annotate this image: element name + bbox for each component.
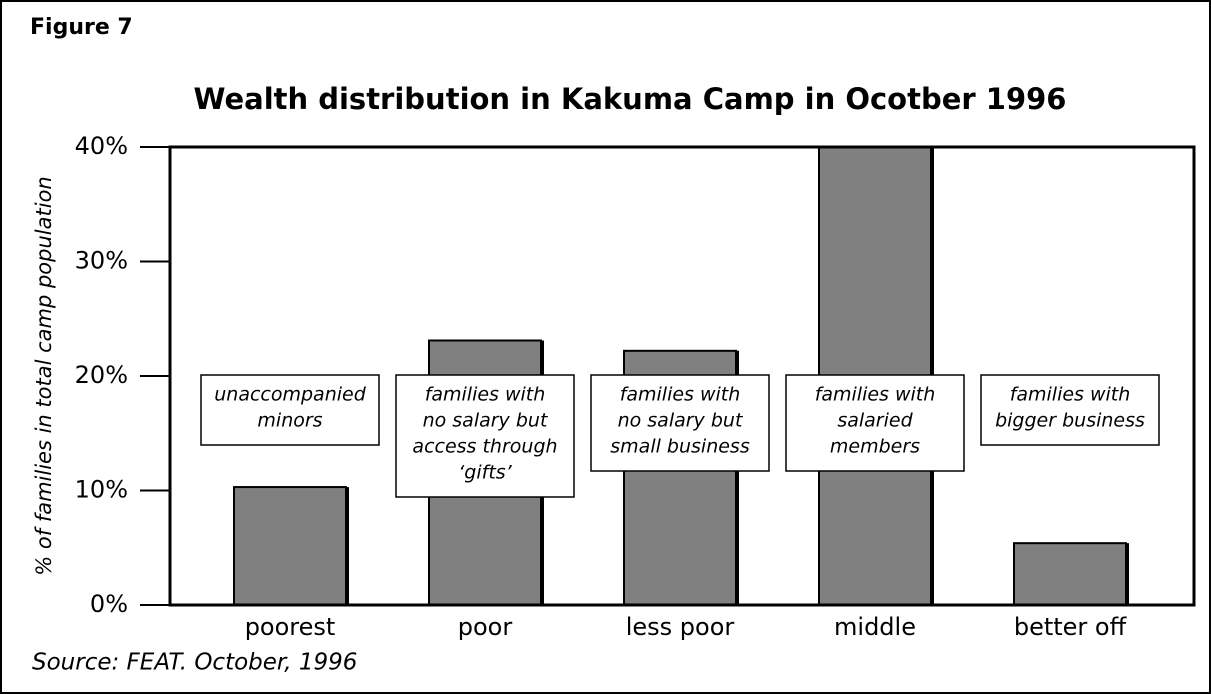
y-tick-label: 20% <box>75 361 128 389</box>
x-tick-label: less poor <box>626 613 735 641</box>
annotation-text: families with <box>1010 384 1131 406</box>
x-tick-label: poor <box>458 613 513 641</box>
source: Source: FEAT. October, 1996 <box>32 650 357 676</box>
annotation-box <box>200 374 380 446</box>
annotation-text: families with <box>620 384 741 406</box>
x-tick-label: poorest <box>245 613 336 641</box>
x-tick-label: better off <box>1014 613 1127 641</box>
figure-label: Figure 7 <box>30 15 133 40</box>
annotation-text: small business <box>610 436 750 458</box>
annotation-box <box>980 374 1160 446</box>
y-axis-label: % of families in total camp population <box>32 176 56 575</box>
y-tick-label: 0% <box>90 590 128 618</box>
x-tick-label: middle <box>834 613 916 641</box>
annotation-text: families with <box>425 384 546 406</box>
annotation-text: families with <box>815 384 936 406</box>
annotation-text: unaccompanied <box>214 384 366 406</box>
chart-title: Wealth distribution in Kakuma Camp in Oc… <box>194 82 1067 116</box>
annotation-text: no salary but <box>618 410 744 432</box>
annotation-text: bigger business <box>995 410 1145 432</box>
annotation-text: access through <box>412 436 557 458</box>
y-tick-label: 30% <box>75 247 128 275</box>
annotation-text: members <box>830 436 920 458</box>
annotation-text: no salary but <box>423 410 549 432</box>
annotation-text: minors <box>257 410 322 432</box>
annotation-box <box>785 374 965 472</box>
annotation-text: ‘gifts’ <box>458 462 512 484</box>
annotation-box <box>590 374 770 472</box>
y-tick-label: 10% <box>75 476 128 504</box>
annotation-box <box>395 374 575 498</box>
annotation-text: salaried <box>837 410 913 432</box>
y-tick-label: 40% <box>75 132 128 160</box>
bar <box>233 486 347 606</box>
plot-frame <box>168 145 1196 607</box>
bar <box>1013 542 1127 606</box>
